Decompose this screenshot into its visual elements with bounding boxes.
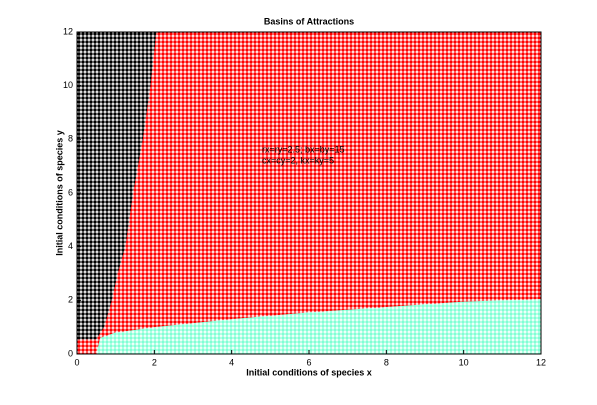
- y-tick-label: 0: [68, 348, 73, 358]
- x-tick-label: 2: [152, 357, 157, 367]
- x-tick-label: 12: [536, 357, 546, 367]
- x-tick-label: 0: [74, 357, 79, 367]
- y-tick-label: 10: [63, 80, 73, 90]
- x-tick-label: 6: [306, 357, 311, 367]
- plot-background: [77, 32, 541, 354]
- y-tick-label: 2: [68, 295, 73, 305]
- y-tick-label: 8: [68, 134, 73, 144]
- y-tick-label: 4: [68, 241, 73, 251]
- x-tick-label: 8: [384, 357, 389, 367]
- x-axis-label: Initial conditions of species x: [246, 367, 372, 377]
- y-axis-label: Initial conditions of species y: [54, 130, 64, 256]
- chart-title: Basins of Attractions: [264, 16, 354, 26]
- y-tick-label: 6: [68, 187, 73, 197]
- annotation: rx=ry=2.5; bx=by=15: [262, 144, 345, 154]
- x-tick-label: 10: [459, 357, 469, 367]
- annotation: cx=cy=2, kx=ky=5: [262, 155, 334, 165]
- basin-region: [96, 298, 541, 354]
- y-tick-label: 12: [63, 26, 73, 36]
- x-tick-label: 4: [229, 357, 234, 367]
- basin-region: [77, 32, 157, 340]
